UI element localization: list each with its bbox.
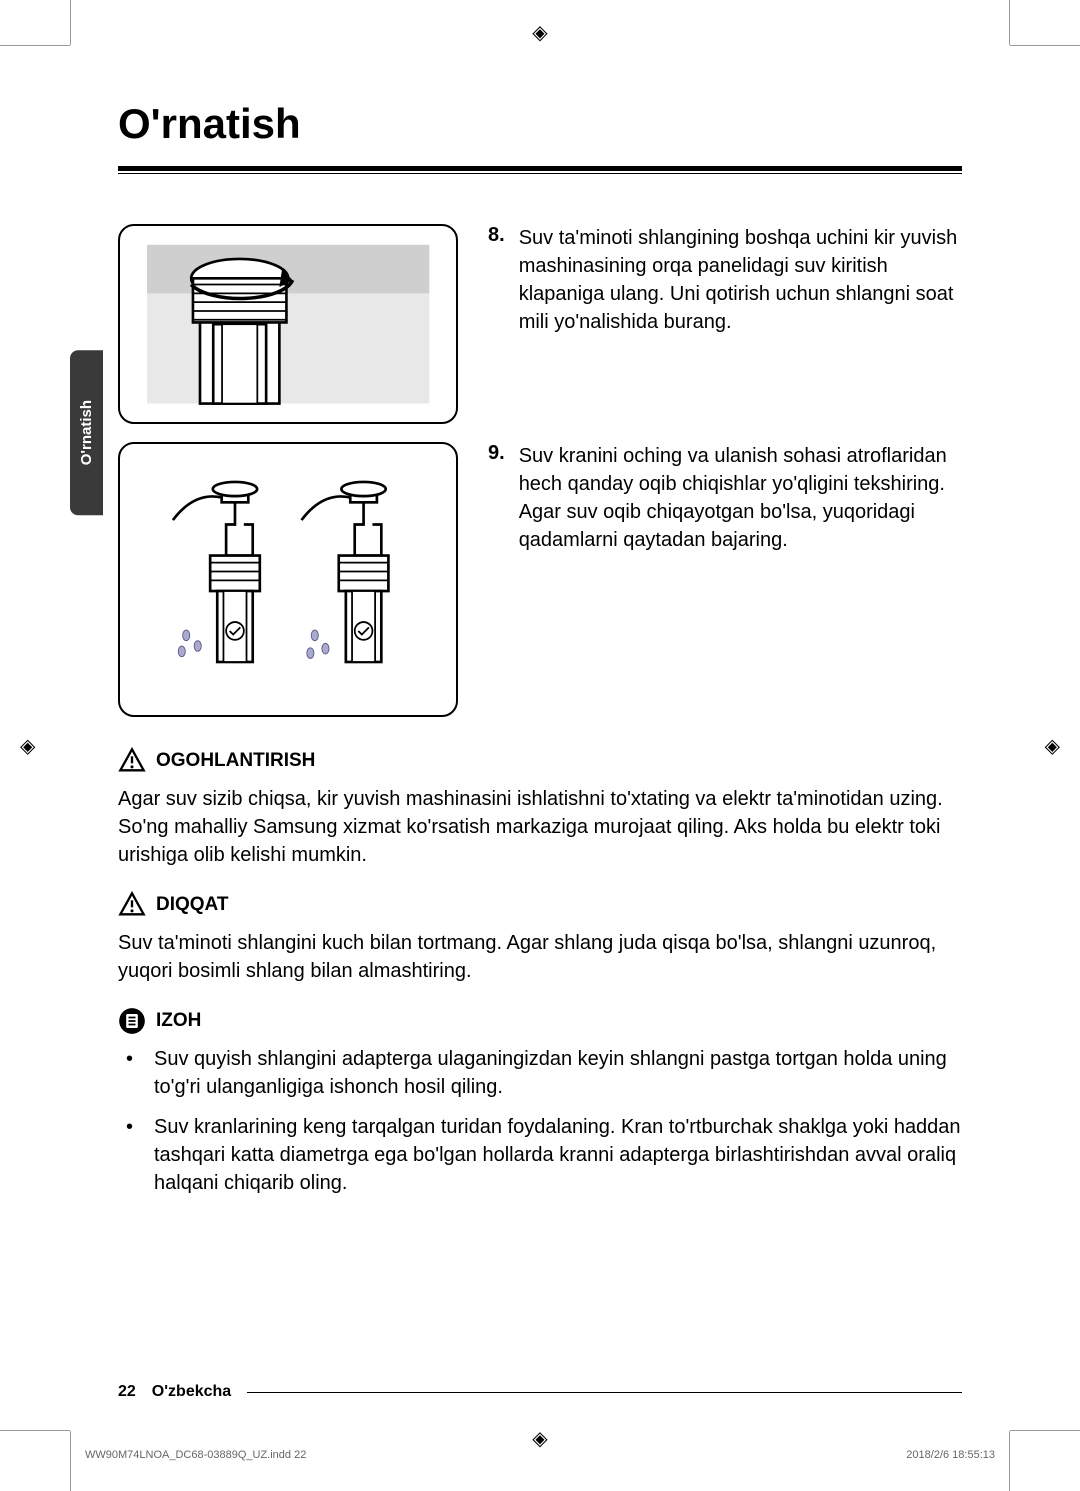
caution-heading-text: DIQQAT — [156, 894, 228, 916]
crop-mark — [0, 1430, 70, 1431]
registration-mark-icon: ◈ — [532, 20, 547, 45]
crop-mark — [70, 1431, 71, 1491]
warning-heading: OGOHLANTIRISH — [118, 747, 962, 775]
instruction-row: 8. Suv ta'minoti shlangining boshqa uchi… — [118, 224, 962, 424]
print-time: 2018/2/6 18:55:13 — [906, 1449, 995, 1461]
step-number: 9. — [488, 442, 505, 465]
registration-mark-icon: ◈ — [20, 733, 35, 758]
note-item: Suv quyish shlangini adapterga ulaganing… — [154, 1045, 962, 1101]
instruction-row: 9. Suv kranini oching va ulanish sohasi … — [118, 442, 962, 717]
crop-mark — [1009, 0, 1010, 45]
page-footer: 22 O'zbekcha — [118, 1383, 962, 1401]
illustration-tap-check — [118, 442, 458, 717]
step-body: Suv ta'minoti shlangining boshqa uchini … — [519, 224, 962, 336]
warning-body: Agar suv sizib chiqsa, kir yuvish mashin… — [118, 785, 962, 869]
page-number: 22 — [118, 1383, 136, 1401]
registration-mark-icon: ◈ — [1045, 733, 1060, 758]
page-content: O'rnatish 8. Suv ta'minoti shlangining b… — [118, 100, 962, 1209]
caution-heading: DIQQAT — [118, 891, 962, 919]
caution-block: DIQQAT Suv ta'minoti shlangini kuch bila… — [118, 891, 962, 985]
caution-body: Suv ta'minoti shlangini kuch bilan tortm… — [118, 929, 962, 985]
crop-mark — [0, 45, 70, 46]
title-rule — [118, 166, 962, 171]
warning-block: OGOHLANTIRISH Agar suv sizib chiqsa, kir… — [118, 747, 962, 869]
crop-mark — [1010, 45, 1080, 46]
step-body: Suv kranini oching va ulanish sohasi atr… — [519, 442, 962, 554]
registration-mark-icon: ◈ — [532, 1426, 547, 1451]
instruction-text: 8. Suv ta'minoti shlangining boshqa uchi… — [458, 224, 962, 336]
print-file: WW90M74LNOA_DC68-03889Q_UZ.indd 22 — [85, 1449, 306, 1461]
note-heading-text: IZOH — [156, 1010, 201, 1032]
crop-mark — [70, 0, 71, 45]
illustration-hose-connect — [118, 224, 458, 424]
note-list: Suv quyish shlangini adapterga ulaganing… — [118, 1045, 962, 1197]
step-number: 8. — [488, 224, 505, 247]
footer-rule — [247, 1392, 962, 1393]
instruction-text: 9. Suv kranini oching va ulanish sohasi … — [458, 442, 962, 554]
crop-mark — [1010, 1430, 1080, 1431]
caution-icon — [118, 891, 146, 919]
crop-mark — [1009, 1431, 1010, 1491]
title-rule — [118, 173, 962, 174]
print-meta: WW90M74LNOA_DC68-03889Q_UZ.indd 22 2018/… — [85, 1449, 995, 1461]
note-icon — [118, 1007, 146, 1035]
page-title: O'rnatish — [118, 100, 962, 148]
note-heading: IZOH — [118, 1007, 962, 1035]
warning-heading-text: OGOHLANTIRISH — [156, 750, 315, 772]
footer-language: O'zbekcha — [152, 1383, 231, 1401]
note-item: Suv kranlarining keng tarqalgan turidan … — [154, 1113, 962, 1197]
sidebar-tab: O'rnatish — [70, 350, 103, 515]
warning-icon — [118, 747, 146, 775]
sidebar-tab-label: O'rnatish — [78, 400, 95, 465]
note-block: IZOH Suv quyish shlangini adapterga ulag… — [118, 1007, 962, 1197]
